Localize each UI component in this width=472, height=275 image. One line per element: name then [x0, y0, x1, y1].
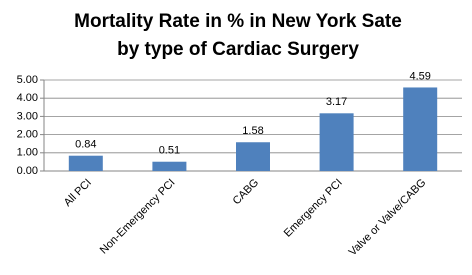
- x-tick-label: All PCI: [62, 177, 94, 209]
- x-tick-label: Non-Emergency PCI: [98, 177, 178, 257]
- bar: [236, 142, 270, 171]
- chart-title: by type of Cardiac Surgery: [117, 39, 359, 60]
- bar: [68, 155, 103, 171]
- y-tick-label: 0.00: [17, 165, 38, 177]
- chart-title: Mortality Rate in % in New York Sate: [74, 11, 402, 32]
- x-tick-label: CABG: [231, 177, 262, 208]
- value-label: 3.17: [326, 96, 347, 108]
- value-label: 4.59: [409, 70, 430, 82]
- y-tick-label: 2.00: [17, 129, 38, 141]
- bar: [152, 161, 187, 171]
- y-tick-label: 1.00: [17, 147, 38, 159]
- y-tick-label: 5.00: [17, 74, 38, 86]
- value-label: 0.84: [75, 139, 96, 151]
- y-tick-label: 3.00: [17, 110, 38, 122]
- x-tick-label: Valve or Valve/CABG: [347, 177, 429, 259]
- bar: [319, 113, 354, 171]
- value-label: 1.58: [242, 125, 263, 137]
- bar: [403, 87, 438, 171]
- y-tick-label: 4.00: [17, 92, 38, 104]
- x-tick-label: Emergency PCI: [282, 177, 345, 240]
- value-label: 0.51: [159, 145, 180, 157]
